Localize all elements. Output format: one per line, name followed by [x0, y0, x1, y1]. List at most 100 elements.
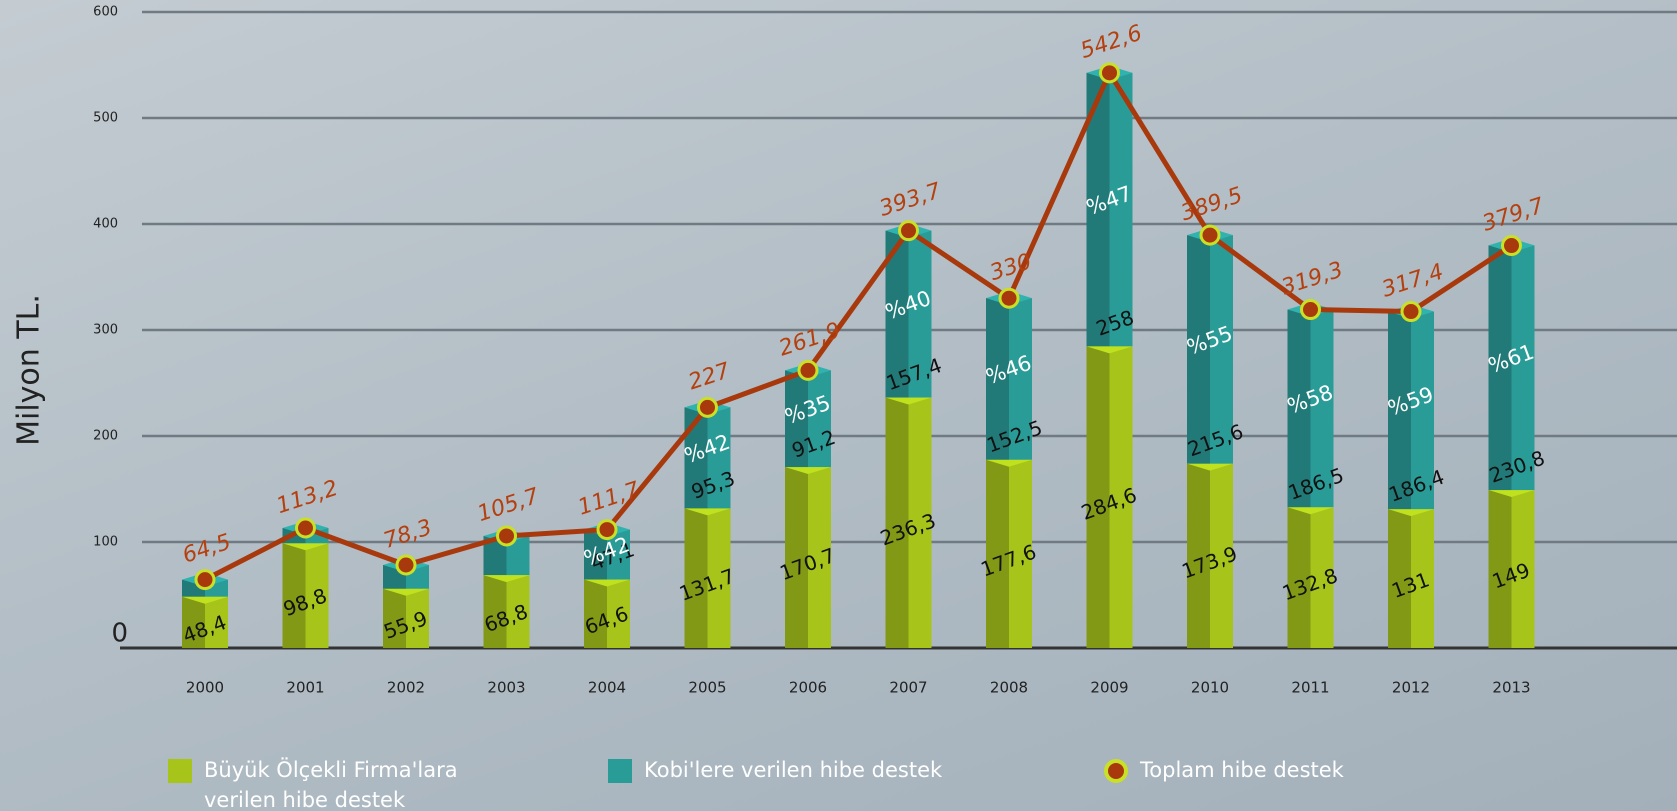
bar-right-face — [1411, 311, 1434, 510]
bar-left-face — [1488, 245, 1512, 491]
y-tick-label: 200 — [93, 429, 118, 444]
bar-left-face — [1086, 72, 1110, 347]
bar-segment — [1187, 228, 1233, 464]
bar-right-face — [1310, 507, 1334, 648]
bar-right-face — [1009, 298, 1032, 460]
bar-left-face — [885, 397, 909, 648]
bar-left-face — [1086, 346, 1110, 648]
x-tick-label: 2012 — [1392, 679, 1430, 697]
total-point — [1300, 299, 1321, 321]
legend-label: Toplam hibe destek — [1139, 758, 1345, 782]
y-tick-label: 400 — [93, 217, 118, 232]
bar-right-face — [707, 407, 731, 509]
bar-left-face — [483, 535, 507, 576]
total-point — [898, 220, 919, 242]
bar-right-face — [707, 508, 731, 648]
legend-line: Büyük Ölçekli Firma'lara — [204, 757, 458, 782]
x-tick-label: 2013 — [1492, 679, 1530, 697]
total-label: 542,6 — [1078, 21, 1146, 64]
x-tick-label: 2004 — [588, 679, 626, 697]
bar-right-face — [506, 535, 530, 576]
bar-right-face — [808, 467, 831, 648]
legend-marker — [1104, 759, 1128, 783]
bar-segment — [1287, 500, 1334, 648]
total-label: 393,7 — [877, 179, 945, 222]
bar-left-face — [182, 596, 205, 648]
bar-right-face — [1210, 463, 1233, 648]
total-label: 111,7 — [575, 478, 643, 521]
bar-segment — [785, 363, 831, 468]
bar-right-face — [1310, 309, 1334, 508]
bar-right-face — [808, 370, 831, 468]
legend-line: verilen hibe destek — [204, 788, 406, 811]
total-point — [1099, 62, 1120, 84]
x-tick-label: 2001 — [286, 679, 324, 697]
total-point — [395, 554, 417, 576]
total-label: 64,5 — [180, 530, 234, 569]
bar-left-face — [885, 230, 909, 398]
total-label: 261,9 — [776, 318, 844, 361]
bar-right-face — [908, 230, 932, 398]
bar-left-face — [986, 459, 1009, 648]
bar-segment — [1388, 304, 1434, 510]
total-line — [203, 67, 1513, 582]
total-label: 227 — [686, 359, 734, 396]
total-label: 389,5 — [1178, 183, 1246, 226]
bar-right-face — [305, 543, 329, 648]
x-tick-label: 2009 — [1090, 679, 1128, 697]
bar-right-face — [406, 588, 429, 648]
legend-swatch — [168, 759, 192, 783]
bar-left-face — [1388, 509, 1411, 648]
bar-left-face — [1287, 309, 1311, 508]
bar-left-face — [1187, 463, 1210, 648]
total-point — [697, 396, 718, 418]
bar-right-face — [1109, 346, 1133, 648]
bar-right-face — [607, 579, 630, 648]
bar-left-face — [584, 579, 607, 648]
bar-left-face — [986, 298, 1009, 460]
bar-segment — [1488, 238, 1535, 491]
total-point — [596, 519, 618, 541]
bar-left-face — [1488, 490, 1512, 648]
bar-left-face — [785, 370, 808, 468]
bar-segment — [885, 223, 932, 398]
bar-right-face — [506, 575, 530, 648]
total-label: 105,7 — [475, 484, 543, 527]
bar-right-face — [1511, 245, 1535, 491]
bar-right-face — [1210, 235, 1233, 464]
bar-left-face — [1287, 507, 1311, 648]
bar-left-face — [584, 529, 607, 580]
x-tick-label: 2002 — [387, 679, 425, 697]
bar-segment — [1086, 65, 1133, 347]
total-point — [295, 517, 316, 539]
x-tick-label: 2008 — [990, 679, 1028, 697]
total-point — [496, 525, 517, 547]
legend-label: Büyük Ölçekli Firma'lara verilen hibe des… — [204, 757, 458, 811]
bar-left-face — [684, 508, 708, 648]
bar-segment — [1287, 302, 1334, 508]
x-tick-label: 2006 — [789, 679, 827, 697]
total-label: 113,2 — [274, 476, 342, 519]
bar-segment — [885, 390, 932, 648]
x-tick-label: 2007 — [889, 679, 927, 697]
y-tick-label: 0 — [111, 619, 128, 649]
total-point — [797, 359, 819, 381]
total-point — [1199, 224, 1221, 246]
bar-left-face — [483, 575, 507, 648]
y-tick-label: 300 — [93, 323, 118, 338]
bar-right-face — [1109, 72, 1133, 347]
bar-right-face — [1009, 459, 1032, 648]
x-tick-label: 2000 — [186, 679, 224, 697]
bar-right-face — [607, 529, 630, 580]
bar-segment — [1388, 502, 1434, 648]
bar-left-face — [684, 407, 708, 509]
legend-swatch — [608, 759, 632, 783]
x-tick-label: 2010 — [1191, 679, 1229, 697]
bar-left-face — [383, 588, 406, 648]
bar-left-face — [1388, 311, 1411, 510]
x-tick-label: 2003 — [487, 679, 525, 697]
total-point — [1400, 301, 1422, 323]
total-label: 379,7 — [1480, 193, 1548, 236]
